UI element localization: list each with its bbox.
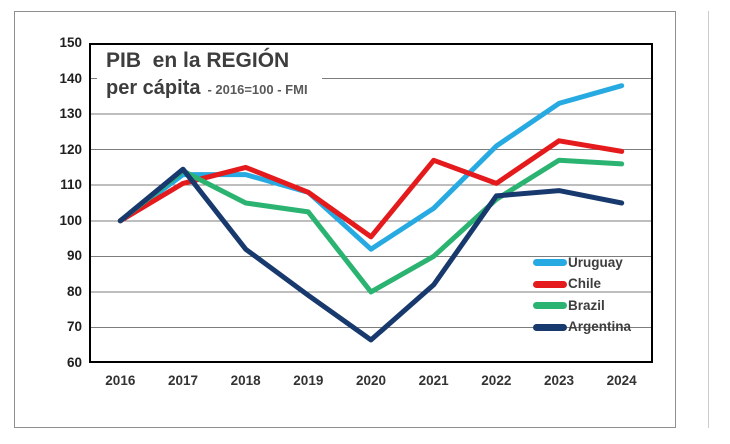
x-tick-2019: 2019 xyxy=(293,373,324,388)
right-edge-line xyxy=(708,11,709,428)
legend-label-uruguay: Uruguay xyxy=(568,254,623,270)
legend-swatch-uruguay xyxy=(533,259,567,267)
x-tick-2016: 2016 xyxy=(105,373,136,388)
y-tick-120: 120 xyxy=(59,141,82,157)
y-tick-150: 150 xyxy=(59,35,82,50)
x-tick-2023: 2023 xyxy=(543,373,575,388)
legend-item-chile: Chile xyxy=(533,274,631,296)
y-tick-110: 110 xyxy=(60,177,82,193)
y-tick-130: 130 xyxy=(59,106,82,122)
chart-subtitle: per cápita - 2016=100 - FMI xyxy=(106,74,308,104)
series-line-chile xyxy=(117,138,625,240)
chart-subtitle-note: - 2016=100 - FMI xyxy=(207,82,308,97)
x-tick-2022: 2022 xyxy=(481,373,512,388)
x-axis-labels: 2016 2017 2018 2019 2020 2021 2022 2023 2024 xyxy=(89,371,653,391)
legend-item-uruguay: Uruguay xyxy=(533,252,631,274)
y-tick-100: 100 xyxy=(59,212,82,228)
legend-label-chile: Chile xyxy=(568,276,602,292)
y-tick-60: 60 xyxy=(66,355,82,370)
x-tick-2018: 2018 xyxy=(230,373,261,388)
y-axis-labels: 150 140 130 120 110 100 90 80 70 60 xyxy=(44,35,82,370)
legend: Uruguay Chile Brazil Argentina xyxy=(533,252,631,338)
y-tick-140: 140 xyxy=(59,70,82,86)
chart-title-block: PIB en la REGIÓN per cápita - 2016=100 - … xyxy=(97,46,322,109)
legend-swatch-argentina xyxy=(533,323,567,331)
y-tick-70: 70 xyxy=(66,319,82,335)
chart-subtitle-bold: per cápita xyxy=(106,77,201,99)
plot-border xyxy=(89,43,653,363)
y-tick-80: 80 xyxy=(66,283,82,299)
legend-label-argentina: Argentina xyxy=(568,319,632,335)
legend-item-brazil: Brazil xyxy=(533,295,631,317)
x-tick-2024: 2024 xyxy=(606,373,637,388)
plot-svg xyxy=(89,43,653,363)
legend-swatch-chile xyxy=(533,280,567,288)
x-tick-2020: 2020 xyxy=(355,373,387,388)
legend-swatch-brazil xyxy=(533,302,567,310)
x-tick-2017: 2017 xyxy=(167,373,199,388)
x-tick-2021: 2021 xyxy=(418,373,449,388)
series-line-argentina xyxy=(117,166,625,343)
chart-title: PIB en la REGIÓN xyxy=(106,49,290,72)
series-line-brazil xyxy=(117,157,625,295)
y-tick-90: 90 xyxy=(66,248,82,264)
series-line-uruguay xyxy=(117,83,625,252)
legend-label-brazil: Brazil xyxy=(568,297,605,313)
legend-item-argentina: Argentina xyxy=(533,317,631,339)
